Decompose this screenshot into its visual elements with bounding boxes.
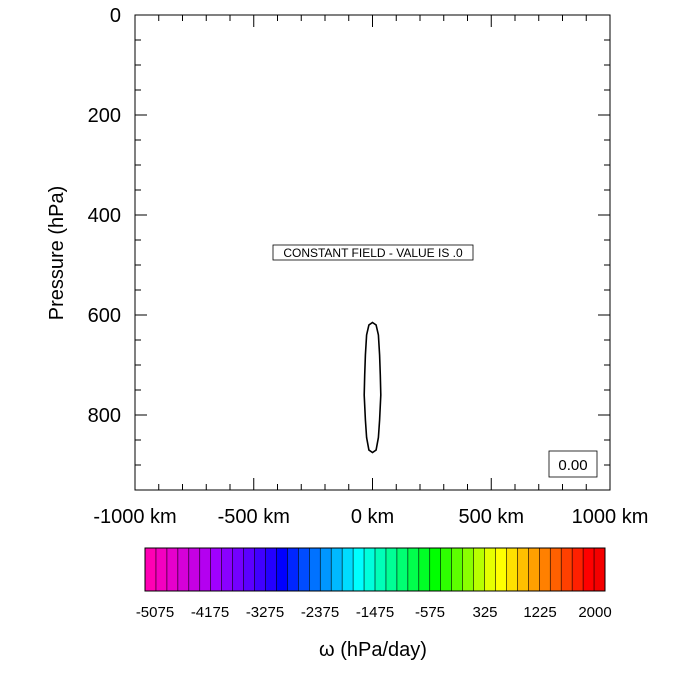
colorbar-tick-label: -4175 [191, 604, 229, 621]
colorbar-swatch [429, 548, 442, 591]
tick-labels-layer: 0 200 400 600 800 -1000 km -500 km 0 km 500 km 10… [88, 5, 649, 528]
colorbar-swatch [254, 548, 266, 591]
colorbar-tick-label: -2375 [301, 604, 339, 621]
y-tick-label: 200 [88, 105, 121, 127]
colorbar-swatch [539, 548, 551, 591]
colorbar-swatch [155, 548, 168, 591]
colorbar-swatch [451, 548, 463, 591]
colorbar [145, 548, 606, 591]
colorbar-swatch [232, 548, 244, 591]
colorbar-swatch [495, 548, 507, 591]
y-tick-label: 0 [110, 5, 121, 27]
colorbar-swatch [462, 548, 474, 591]
colorbar-swatch [298, 548, 310, 591]
plot-frame [134, 14, 611, 491]
y-tick-label: 400 [88, 205, 121, 227]
x-tick-label: 1000 km [572, 506, 649, 528]
x-tick-label: -500 km [218, 506, 290, 528]
colorbar-swatch [572, 548, 584, 591]
colorbar-tick-label: 2000 [578, 604, 611, 621]
colorbar-swatch [309, 548, 321, 591]
colorbar-swatch [418, 548, 431, 591]
colorbar-swatch [506, 548, 518, 591]
colorbar-swatch [364, 548, 376, 591]
colorbar-tick-label: -575 [415, 604, 445, 621]
colorbar-swatch [550, 548, 562, 591]
colorbar-swatch [199, 548, 212, 591]
colorbar-tick-label: -1475 [356, 604, 394, 621]
colorbar-swatch [375, 548, 387, 591]
colorbar-swatch [221, 548, 233, 591]
colorbar-swatch [484, 548, 496, 591]
colorbar-frame [144, 547, 606, 592]
colorbar-tick-label: 325 [472, 604, 497, 621]
colorbar-swatch [528, 548, 540, 591]
constant-field-note-box [272, 244, 474, 261]
colorbar-swatch [440, 548, 452, 591]
colorbar-swatch [342, 548, 354, 591]
colorbar-swatch [331, 548, 343, 591]
colorbar-swatch [407, 548, 420, 591]
info-label-text: 0.00 [558, 457, 587, 474]
colorbar-swatch [353, 548, 365, 591]
colorbar-swatch [517, 548, 529, 591]
x-tick-label: -1000 km [93, 506, 176, 528]
colorbar-tick-label: -3275 [246, 604, 284, 621]
colorbar-swatch [583, 548, 595, 591]
colorbar-tick-label: -5075 [136, 604, 174, 621]
info-label: 0.00 [548, 450, 598, 478]
constant-field-note-text: CONSTANT FIELD - VALUE IS .0 [283, 246, 463, 260]
colorbar-swatch [561, 548, 573, 591]
info-label-box [548, 450, 598, 478]
colorbar-swatch [210, 548, 222, 591]
colorbar-swatch [385, 548, 398, 591]
y-tick-label: 600 [88, 305, 121, 327]
colorbar-swatch [188, 548, 201, 591]
contour-line [363, 321, 382, 454]
y-axis-title: Pressure (hPa) [46, 186, 68, 321]
colorbar-swatch [276, 548, 288, 591]
constant-field-note: CONSTANT FIELD - VALUE IS .0 [272, 244, 474, 261]
y-tick-label: 800 [88, 405, 121, 427]
colorbar-swatch [320, 548, 332, 591]
colorbar-swatch [473, 548, 485, 591]
x-tick-label: 500 km [458, 506, 524, 528]
colorbar-swatch [177, 548, 190, 591]
colorbar-swatch [396, 548, 409, 591]
colorbar-tick-label: 1225 [523, 604, 556, 621]
colorbar-swatch [265, 548, 277, 591]
colorbar-title: ω (hPa/day) [319, 639, 427, 661]
colorbar-swatch [243, 548, 255, 591]
colorbar-labels: -5075 -4175 -3275 -2375 -1475 -575 325 1225 2000 [136, 604, 612, 621]
colorbar-swatch [166, 548, 179, 591]
colorbar-swatch [287, 548, 299, 591]
colorbar-swatch [145, 548, 157, 591]
x-tick-label: 0 km [351, 506, 394, 528]
colorbar-swatch [594, 548, 606, 591]
